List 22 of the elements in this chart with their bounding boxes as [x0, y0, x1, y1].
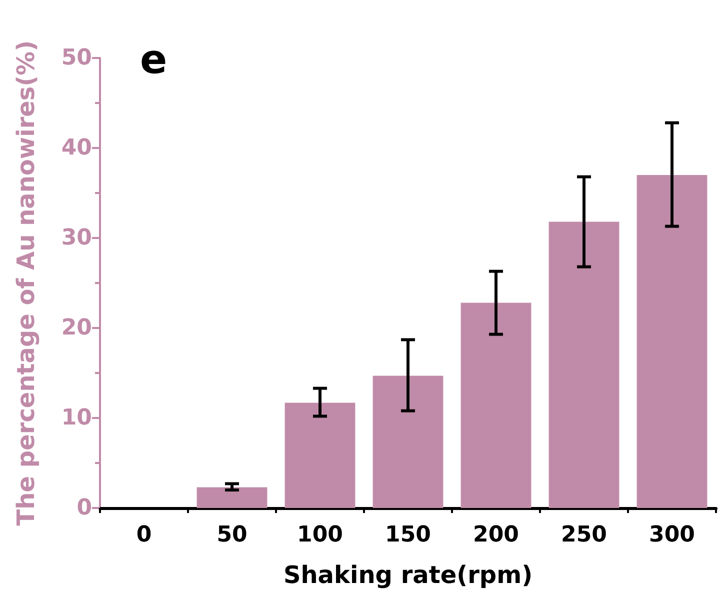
- x-tick-label: 300: [649, 522, 695, 548]
- annotation: e: [140, 37, 168, 83]
- y-tick-label: 50: [61, 46, 92, 70]
- x-tick-label: 200: [473, 522, 519, 548]
- y-tick-label: 40: [61, 136, 92, 160]
- bar: [196, 487, 268, 508]
- bar: [636, 175, 708, 508]
- bar: [372, 376, 444, 508]
- bar: [548, 222, 620, 508]
- y-axis-title: The percentage of Au nanowires(%): [12, 40, 40, 526]
- y-tick-label: 0: [76, 496, 92, 520]
- x-tick-label: 250: [561, 522, 607, 548]
- y-tick-label: 30: [61, 226, 92, 250]
- y-tick-label: 10: [61, 406, 92, 430]
- x-tick-label: 50: [216, 522, 248, 548]
- x-tick-label: 150: [385, 522, 431, 548]
- x-axis-title: Shaking rate(rpm): [283, 561, 533, 589]
- x-tick-label: 100: [297, 522, 343, 548]
- y-tick-label: 20: [61, 316, 92, 340]
- bar: [460, 302, 532, 508]
- bar: [284, 402, 356, 508]
- x-tick-label: 0: [136, 522, 152, 548]
